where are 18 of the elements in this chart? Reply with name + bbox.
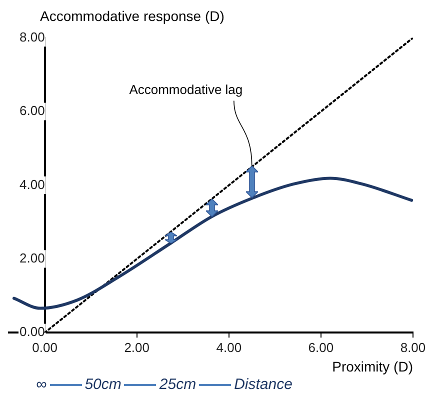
y-tick-label: 4.00 [20,176,45,192]
text: 25cm [159,376,196,393]
x-tick-label: 2.00 [124,340,150,355]
y-tick-label: 0.00 [20,324,45,340]
x-tick-label: 8.00 [400,340,426,355]
y-tick-label: 6.00 [20,103,45,118]
annotation: Accommodative lag [129,82,243,97]
text: ∞ [36,376,47,393]
line-series [12,176,413,310]
x-tick-label: 6.00 [308,340,334,355]
text: Distance [234,376,292,393]
y-axis-title: Accommodative response (D) [39,8,226,26]
text: 50cm [84,376,122,393]
y-tick-label: 8.00 [20,29,45,44]
x-axis-title: Proximity (D) [332,358,413,374]
x-tick-label: 4.00 [216,340,242,355]
x-tick-label: 0.00 [32,340,58,355]
y-tick-label: 2.00 [20,250,45,266]
